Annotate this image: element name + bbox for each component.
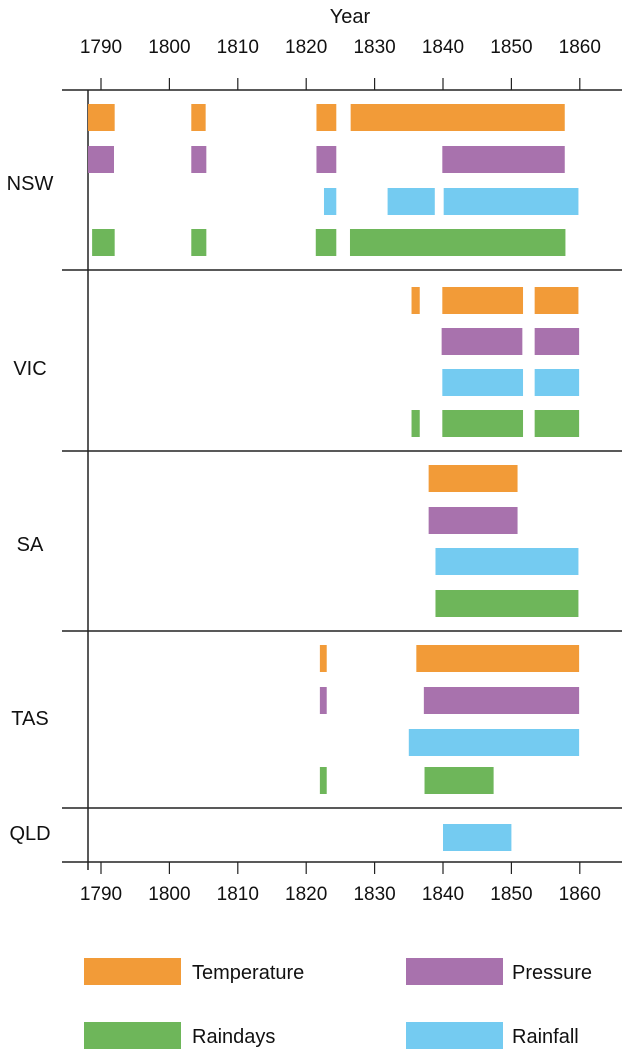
bar-temperature (411, 287, 420, 314)
bar-raindays (349, 229, 566, 256)
top-tick-label: 1850 (490, 37, 532, 58)
bar-temperature (191, 104, 206, 131)
bottom-tick-label: 1810 (217, 884, 259, 905)
bar-raindays (319, 767, 327, 794)
group-sa: SA (17, 465, 579, 617)
top-tick-label: 1830 (353, 37, 395, 58)
legend-label-temperature: Temperature (192, 962, 304, 984)
bar-raindays (534, 410, 580, 437)
top-tick-label: 1800 (148, 37, 190, 58)
group-vic: VIC (13, 287, 580, 437)
legend-swatch-rainfall (406, 1022, 503, 1049)
legend-swatch-temperature (84, 958, 181, 985)
bar-raindays (191, 229, 207, 256)
bar-pressure (423, 687, 580, 714)
bar-temperature (316, 104, 337, 131)
legend-label-pressure: Pressure (512, 962, 592, 984)
group-label: QLD (9, 823, 50, 845)
bottom-tick-label: 1830 (353, 884, 395, 905)
bar-rainfall (323, 188, 337, 215)
bar-raindays (442, 410, 524, 437)
bar-pressure (534, 328, 580, 355)
bar-temperature (442, 287, 524, 314)
bottom-tick-label: 1840 (422, 884, 464, 905)
group-label: TAS (11, 708, 48, 730)
bottom-tick-label: 1800 (148, 884, 190, 905)
bar-temperature (428, 465, 518, 492)
group-tas: TAS (11, 645, 580, 794)
bar-rainfall (435, 548, 579, 575)
bar-rainfall (442, 369, 524, 396)
bar-pressure (441, 328, 523, 355)
group-nsw: NSW (7, 104, 579, 256)
groups: NSW VIC SA TAS QLD (7, 104, 580, 851)
bar-raindays (435, 590, 579, 617)
bottom-tick-label: 1790 (80, 884, 122, 905)
legend-label-rainfall: Rainfall (512, 1026, 579, 1048)
group-label: VIC (13, 358, 46, 380)
bottom-tick-label: 1860 (559, 884, 601, 905)
top-tick-label: 1860 (559, 37, 601, 58)
bar-pressure (88, 146, 114, 173)
bar-raindays (411, 410, 420, 437)
group-qld: QLD (9, 823, 512, 851)
bar-rainfall (534, 369, 580, 396)
bar-rainfall (443, 824, 512, 851)
legend-swatch-pressure (406, 958, 503, 985)
bottom-tick-label: 1820 (285, 884, 327, 905)
x-axis-title: Year (330, 6, 371, 28)
top-tick-label: 1790 (80, 37, 122, 58)
bar-rainfall (387, 188, 435, 215)
group-label: NSW (7, 173, 54, 195)
axes: 1790 1790 1800 1800 1810 1810 1820 1820 1830 1830… (62, 37, 622, 905)
bar-rainfall (443, 188, 579, 215)
bar-raindays (424, 767, 494, 794)
top-tick-label: 1840 (422, 37, 464, 58)
bar-pressure (316, 146, 337, 173)
bar-pressure (319, 687, 327, 714)
bar-pressure (428, 507, 518, 534)
bar-temperature (416, 645, 580, 672)
legend-label-raindays: Raindays (192, 1026, 275, 1048)
bar-temperature (88, 104, 115, 131)
legend-swatch-raindays (84, 1022, 181, 1049)
bar-temperature (350, 104, 565, 131)
bar-pressure (442, 146, 565, 173)
bar-rainfall (408, 729, 580, 756)
bar-raindays (92, 229, 115, 256)
top-tick-label: 1810 (217, 37, 259, 58)
bar-pressure (191, 146, 207, 173)
bar-raindays (315, 229, 337, 256)
bar-temperature (534, 287, 579, 314)
bottom-tick-label: 1850 (490, 884, 532, 905)
group-label: SA (17, 534, 44, 556)
top-tick-label: 1820 (285, 37, 327, 58)
legend: Temperature Pressure Raindays Rainfall (84, 958, 592, 1049)
bar-temperature (319, 645, 327, 672)
